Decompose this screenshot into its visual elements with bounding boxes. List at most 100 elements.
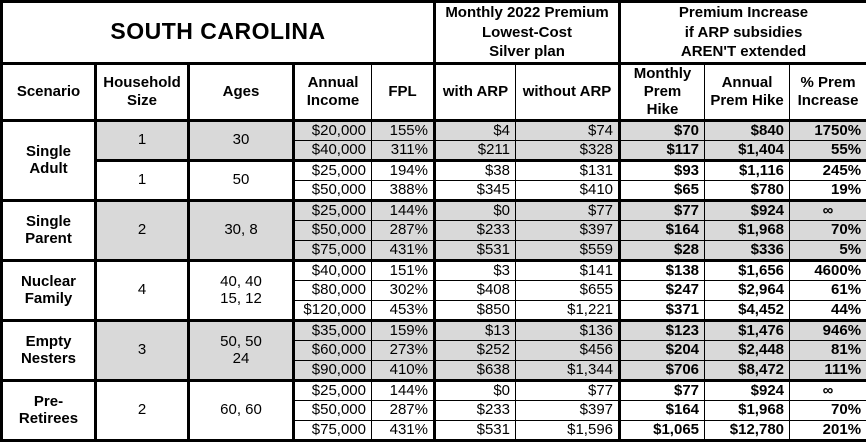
- pct-increase-cell: 5%: [790, 240, 866, 260]
- monthly-hike-cell: $65: [620, 180, 705, 200]
- without-arp-cell: $131: [516, 160, 620, 180]
- with-arp-cell: $233: [435, 400, 516, 420]
- table-title: SOUTH CAROLINA: [2, 2, 435, 64]
- pct-increase-cell: 70%: [790, 400, 866, 420]
- income-cell: $25,000: [294, 380, 372, 400]
- annual-hike-cell: $1,476: [705, 320, 790, 340]
- annual-hike-cell: $1,116: [705, 160, 790, 180]
- pct-increase-cell: 4600%: [790, 260, 866, 280]
- income-cell: $60,000: [294, 340, 372, 360]
- table-row: Nuclear Family 4 40, 40 15, 12 $40,000 1…: [2, 260, 866, 280]
- col-header-fpl: FPL: [372, 63, 435, 120]
- monthly-hike-cell: $164: [620, 400, 705, 420]
- ages-cell: 30: [189, 120, 294, 160]
- monthly-hike-cell: $204: [620, 340, 705, 360]
- annual-hike-cell: $924: [705, 200, 790, 220]
- monthly-hike-cell: $138: [620, 260, 705, 280]
- ages-cell: 60, 60: [189, 380, 294, 440]
- annual-hike-cell: $924: [705, 380, 790, 400]
- pct-increase-cell: 44%: [790, 300, 866, 320]
- annual-hike-cell: $2,448: [705, 340, 790, 360]
- monthly-hike-cell: $70: [620, 120, 705, 140]
- fpl-cell: 287%: [372, 400, 435, 420]
- monthly-hike-cell: $77: [620, 380, 705, 400]
- without-arp-cell: $655: [516, 280, 620, 300]
- pct-increase-cell: 111%: [790, 360, 866, 380]
- without-arp-cell: $410: [516, 180, 620, 200]
- fpl-cell: 151%: [372, 260, 435, 280]
- pct-increase-cell: 19%: [790, 180, 866, 200]
- with-arp-cell: $408: [435, 280, 516, 300]
- with-arp-cell: $638: [435, 360, 516, 380]
- pct-increase-cell: 1750%: [790, 120, 866, 140]
- monthly-hike-cell: $247: [620, 280, 705, 300]
- monthly-hike-cell: $28: [620, 240, 705, 260]
- income-cell: $40,000: [294, 140, 372, 160]
- income-cell: $90,000: [294, 360, 372, 380]
- annual-hike-cell: $1,968: [705, 220, 790, 240]
- household-size-cell: 2: [96, 380, 189, 440]
- with-arp-cell: $531: [435, 420, 516, 440]
- monthly-hike-cell: $93: [620, 160, 705, 180]
- annual-hike-cell: $1,404: [705, 140, 790, 160]
- income-cell: $25,000: [294, 160, 372, 180]
- col-header-without-arp: without ARP: [516, 63, 620, 120]
- income-cell: $80,000: [294, 280, 372, 300]
- pct-increase-cell: 55%: [790, 140, 866, 160]
- col-header-ages: Ages: [189, 63, 294, 120]
- col-header-monthly-hike: Monthly Prem Hike: [620, 63, 705, 120]
- household-size-cell: 1: [96, 120, 189, 160]
- without-arp-cell: $77: [516, 380, 620, 400]
- table-row: Single Adult 1 30 $20,000 155% $4 $74 $7…: [2, 120, 866, 140]
- pct-increase-cell: 245%: [790, 160, 866, 180]
- ages-cell: 30, 8: [189, 200, 294, 260]
- scenario-cell: Single Parent: [2, 200, 96, 260]
- annual-hike-cell: $4,452: [705, 300, 790, 320]
- with-arp-cell: $3: [435, 260, 516, 280]
- with-arp-cell: $38: [435, 160, 516, 180]
- income-cell: $40,000: [294, 260, 372, 280]
- pct-increase-cell: ∞: [790, 380, 866, 400]
- annual-hike-cell: $1,968: [705, 400, 790, 420]
- without-arp-cell: $328: [516, 140, 620, 160]
- ages-cell: 50: [189, 160, 294, 200]
- monthly-hike-cell: $117: [620, 140, 705, 160]
- annual-hike-cell: $2,964: [705, 280, 790, 300]
- scenario-cell: Nuclear Family: [2, 260, 96, 320]
- col-header-scenario: Scenario: [2, 63, 96, 120]
- fpl-cell: 311%: [372, 140, 435, 160]
- fpl-cell: 431%: [372, 420, 435, 440]
- without-arp-cell: $136: [516, 320, 620, 340]
- pct-increase-cell: 946%: [790, 320, 866, 340]
- premium-group-header: Monthly 2022 Premium Lowest-Cost Silver …: [435, 2, 620, 64]
- without-arp-cell: $74: [516, 120, 620, 140]
- fpl-cell: 287%: [372, 220, 435, 240]
- annual-hike-cell: $840: [705, 120, 790, 140]
- ages-cell: 40, 40 15, 12: [189, 260, 294, 320]
- fpl-cell: 155%: [372, 120, 435, 140]
- fpl-cell: 273%: [372, 340, 435, 360]
- fpl-cell: 159%: [372, 320, 435, 340]
- column-header-row: Scenario Household Size Ages Annual Inco…: [2, 63, 866, 120]
- with-arp-cell: $252: [435, 340, 516, 360]
- title-band: SOUTH CAROLINA Monthly 2022 Premium Lowe…: [2, 2, 866, 64]
- fpl-cell: 194%: [372, 160, 435, 180]
- col-header-annual-income: Annual Income: [294, 63, 372, 120]
- col-header-pct-increase: % Prem Increase: [790, 63, 866, 120]
- monthly-hike-cell: $164: [620, 220, 705, 240]
- monthly-hike-cell: $1,065: [620, 420, 705, 440]
- income-cell: $50,000: [294, 220, 372, 240]
- income-cell: $25,000: [294, 200, 372, 220]
- without-arp-cell: $559: [516, 240, 620, 260]
- without-arp-cell: $397: [516, 400, 620, 420]
- annual-hike-cell: $1,656: [705, 260, 790, 280]
- increase-group-header: Premium Increase if ARP subsidies AREN'T…: [620, 2, 866, 64]
- col-header-with-arp: with ARP: [435, 63, 516, 120]
- income-cell: $75,000: [294, 240, 372, 260]
- with-arp-cell: $0: [435, 200, 516, 220]
- income-cell: $120,000: [294, 300, 372, 320]
- fpl-cell: 144%: [372, 200, 435, 220]
- income-cell: $75,000: [294, 420, 372, 440]
- household-size-cell: 3: [96, 320, 189, 380]
